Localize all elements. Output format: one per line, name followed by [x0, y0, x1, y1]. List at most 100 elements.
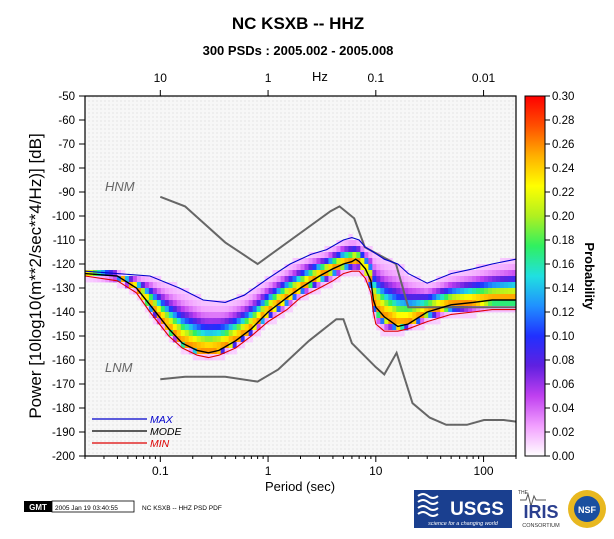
density-cell	[180, 294, 186, 301]
density-cell	[480, 300, 485, 307]
density-cell	[376, 282, 381, 289]
density-cell	[196, 312, 202, 319]
density-cell	[188, 294, 194, 301]
density-cell	[372, 306, 377, 313]
density-cell	[184, 312, 190, 319]
density-cell	[304, 264, 309, 271]
mode-series-line	[85, 258, 516, 354]
density-cell	[164, 294, 170, 301]
density-cell	[328, 252, 333, 259]
density-cell	[164, 288, 170, 295]
density-cell	[156, 318, 162, 325]
density-cell	[188, 318, 194, 325]
density-cell	[220, 306, 226, 313]
density-cell	[500, 258, 505, 265]
density-cell	[380, 258, 385, 265]
density-cell	[264, 318, 269, 325]
density-cell	[364, 252, 369, 259]
density-cell	[240, 312, 246, 319]
density-cell	[448, 312, 453, 319]
density-cell	[388, 264, 393, 271]
density-cell	[136, 276, 142, 283]
density-cell	[388, 288, 393, 295]
density-cell	[208, 312, 214, 319]
density-cell	[296, 264, 301, 271]
density-cell	[240, 336, 246, 343]
usgs-logo-text: USGS	[450, 499, 504, 520]
density-cell	[212, 306, 218, 313]
density-cell	[352, 258, 357, 265]
density-cell	[248, 306, 254, 313]
density-cell	[236, 306, 242, 313]
density-cell	[272, 300, 277, 307]
density-cell	[484, 264, 489, 271]
density-cell	[380, 330, 385, 337]
y-tick-label: -200	[52, 451, 75, 463]
y-tick-label: -190	[52, 427, 75, 439]
density-cell	[424, 318, 429, 325]
density-cell	[336, 258, 341, 265]
density-cell	[448, 276, 453, 283]
density-cell	[220, 354, 226, 361]
density-cell	[216, 324, 222, 331]
density-cell	[200, 342, 206, 349]
density-cell	[252, 312, 258, 319]
density-cell	[488, 300, 493, 307]
density-cell	[492, 288, 497, 295]
density-cell	[236, 318, 242, 325]
density-cell	[188, 312, 194, 319]
density-cell	[328, 282, 333, 289]
density-cell	[348, 258, 353, 265]
density-cell	[144, 306, 150, 313]
density-cell	[192, 312, 198, 319]
density-cell	[308, 252, 313, 259]
density-cell	[328, 258, 333, 265]
density-cell	[320, 276, 325, 283]
density-cell	[372, 282, 377, 289]
density-cell	[132, 282, 138, 289]
density-cell	[176, 306, 182, 313]
hnm-model-line	[159, 195, 516, 309]
density-cell	[512, 258, 516, 265]
density-cell	[404, 270, 409, 277]
density-cell	[180, 288, 186, 295]
density-cell	[372, 294, 377, 301]
density-cell	[180, 300, 186, 307]
density-cell	[360, 258, 365, 265]
density-cell	[428, 282, 433, 289]
density-cell	[472, 294, 477, 301]
density-cell	[288, 306, 293, 313]
density-cell	[284, 264, 289, 271]
density-cell	[480, 276, 485, 283]
density-cell	[228, 330, 234, 337]
density-cell	[508, 276, 513, 283]
density-cell	[192, 306, 198, 313]
density-cell	[384, 318, 389, 325]
density-cell	[452, 294, 457, 301]
density-cell	[408, 294, 413, 301]
density-cell	[172, 300, 178, 307]
density-cell	[328, 270, 333, 277]
density-cell	[248, 312, 254, 319]
x-axis: 0.1 1 10 100	[84, 456, 517, 478]
density-cell	[380, 276, 385, 283]
density-cell	[320, 264, 325, 271]
density-cell	[164, 306, 170, 313]
density-cell	[260, 282, 265, 289]
density-cell	[396, 288, 401, 295]
density-cell	[468, 282, 473, 289]
density-cell	[220, 312, 226, 319]
density-cell	[312, 258, 317, 265]
iris-caption: CONSORTIUM	[522, 523, 560, 529]
density-cell	[228, 324, 234, 331]
density-cell	[420, 306, 425, 313]
density-cell	[248, 324, 254, 331]
density-cell	[304, 282, 309, 289]
density-cell	[340, 258, 345, 265]
density-cell	[300, 294, 305, 301]
density-cell	[220, 330, 226, 337]
density-cell	[416, 300, 421, 307]
density-cell	[172, 306, 178, 313]
density-cell	[224, 324, 230, 331]
density-cell	[132, 288, 138, 295]
